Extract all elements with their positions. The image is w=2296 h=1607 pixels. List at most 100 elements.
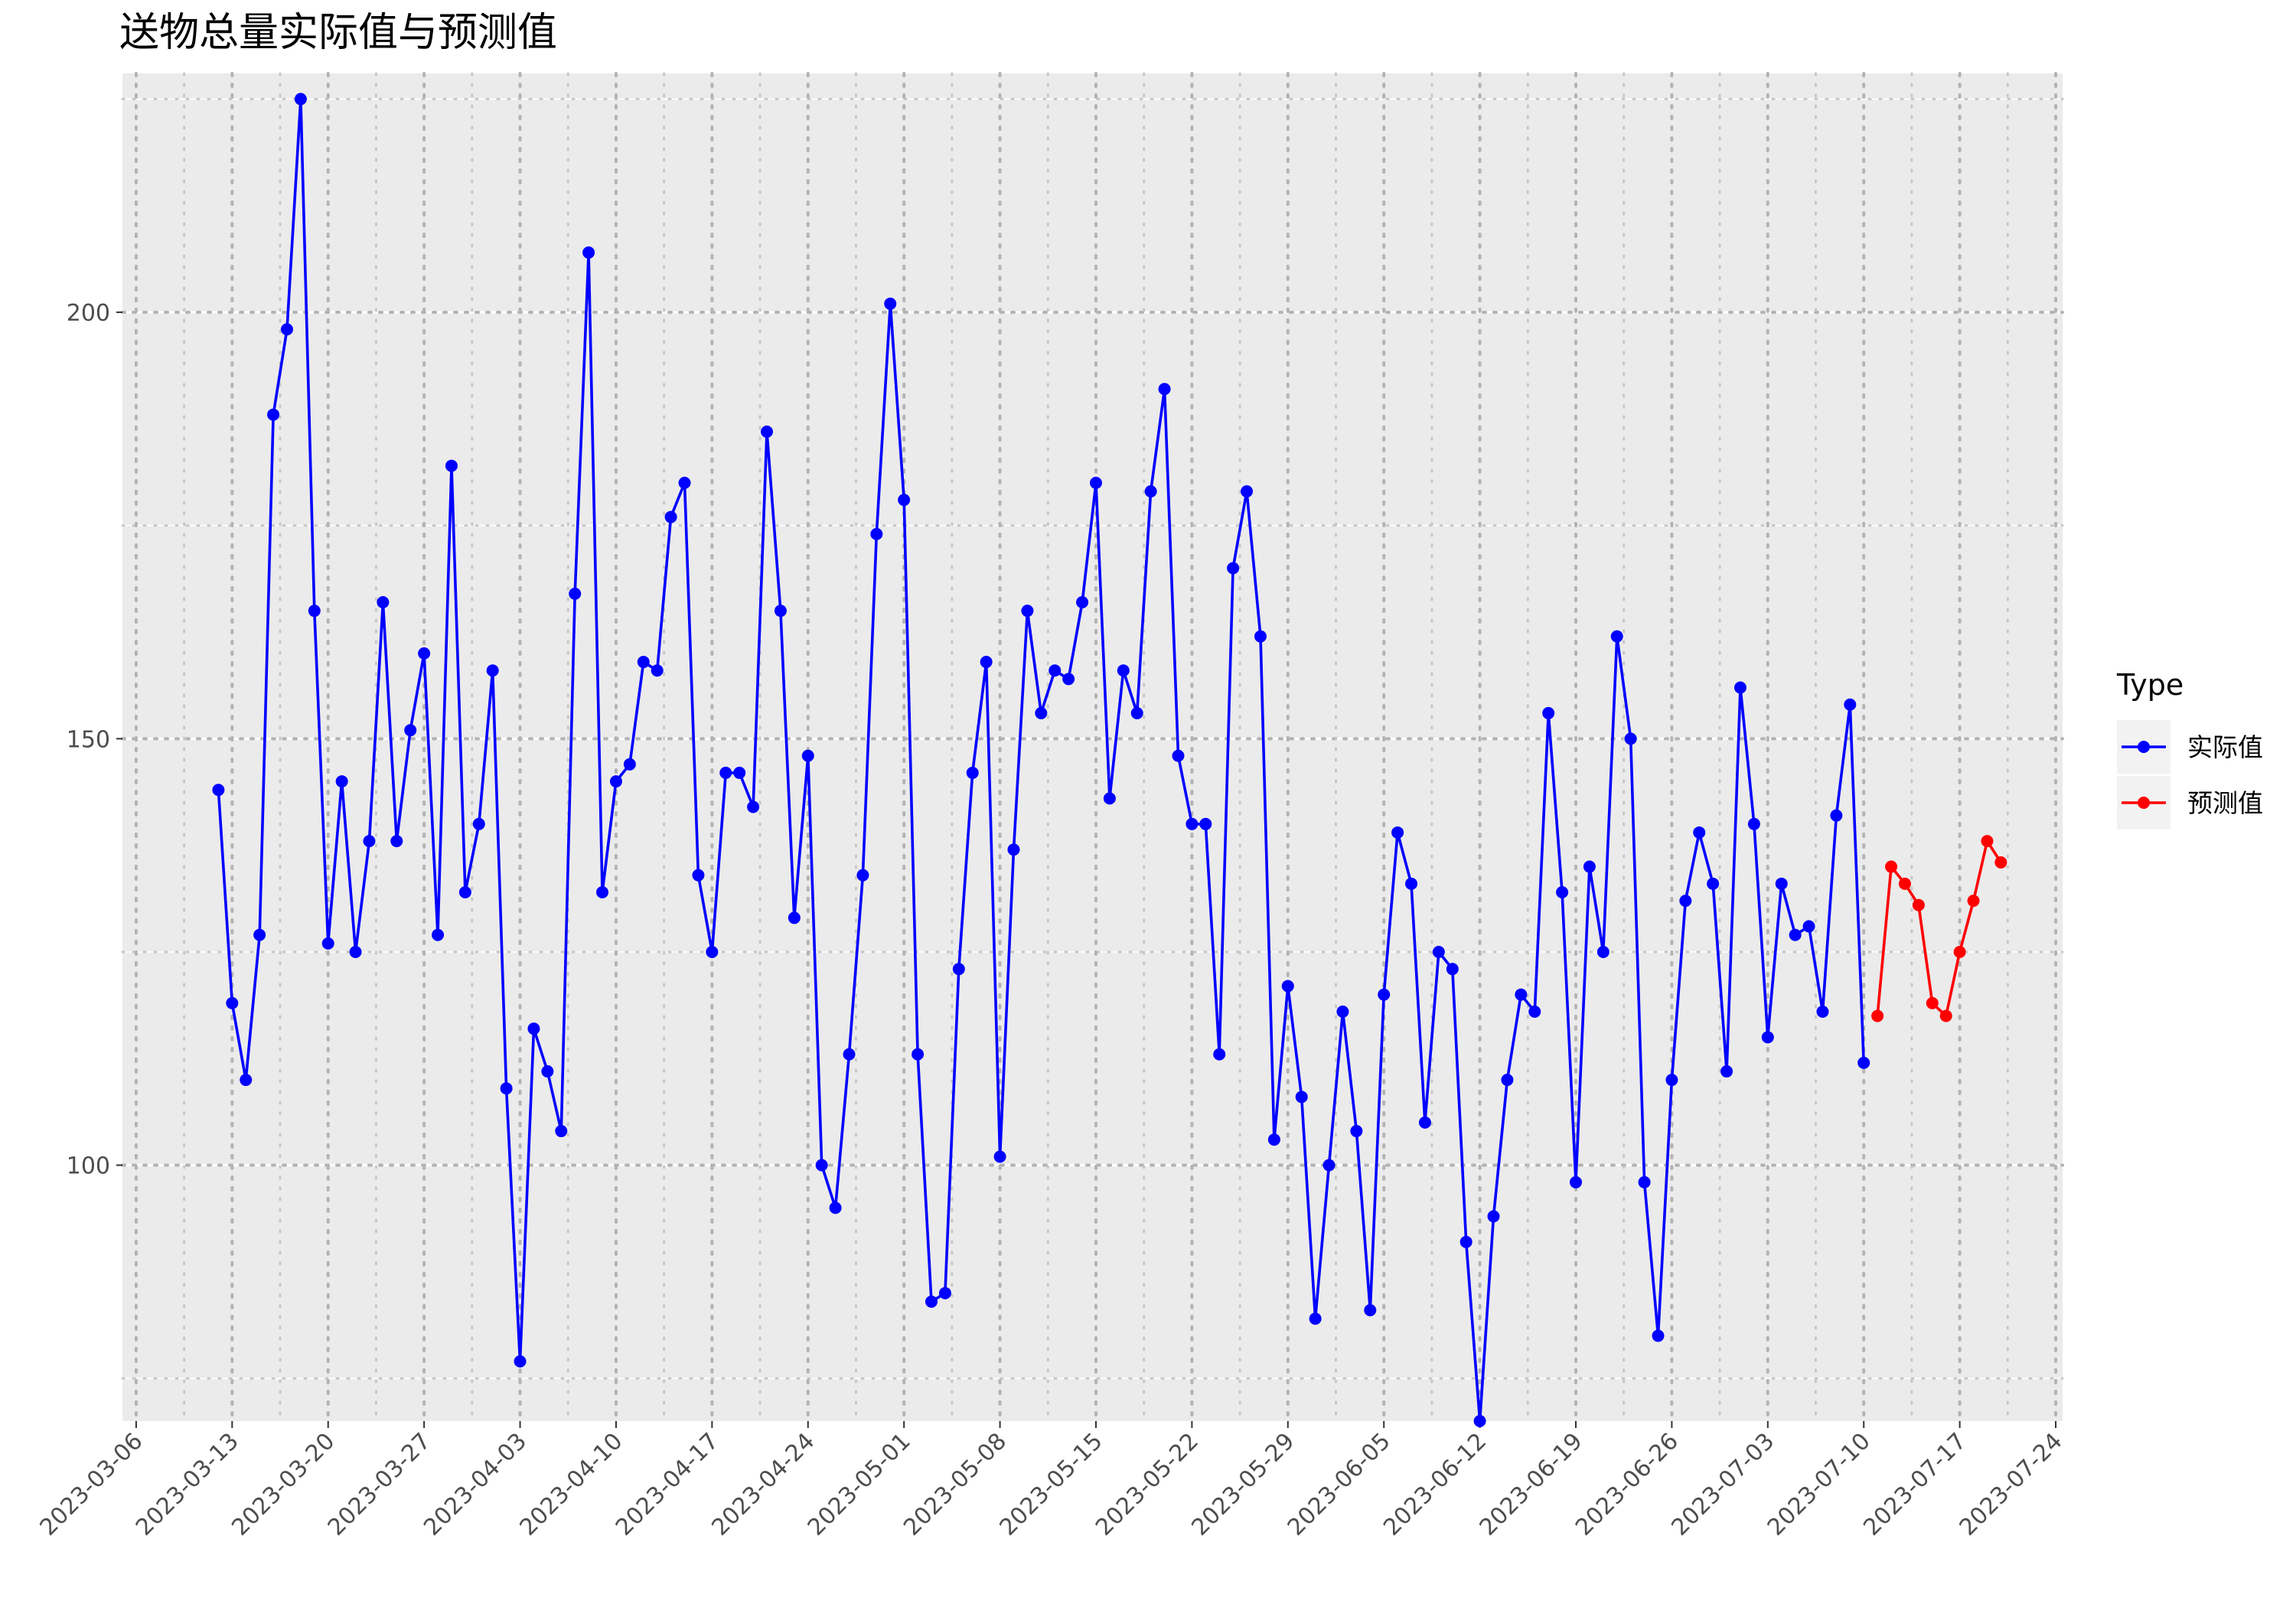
data-point [363,835,376,848]
data-point [1816,1006,1829,1019]
data-point [623,758,636,771]
data-point [1610,630,1623,643]
data-point [1021,605,1034,618]
data-point [1775,877,1788,890]
data-point [418,647,431,660]
data-point [445,459,458,472]
data-point [212,784,225,797]
data-point [678,476,691,489]
x-tick-label: 2023-03-13 [131,1428,244,1541]
data-point [1802,920,1815,933]
legend-key-point [2138,797,2150,809]
x-tick-label: 2023-06-19 [1475,1428,1588,1541]
data-point [1487,1210,1500,1223]
data-point [1432,945,1445,958]
data-point [432,928,445,941]
series-1 [212,93,1870,1427]
grid [121,72,2064,1423]
data-point [1733,681,1746,694]
x-tick-label: 2023-05-08 [899,1428,1012,1541]
data-point [788,911,801,924]
data-point [637,656,650,669]
data-point [1007,843,1020,856]
data-point [1844,698,1857,711]
data-point [761,425,774,438]
data-point [1418,1116,1431,1129]
x-tick-label: 2023-05-15 [995,1428,1108,1541]
data-point [294,93,307,106]
data-point [1473,1415,1486,1427]
data-point [1405,877,1418,890]
data-point [472,817,485,830]
data-point [829,1201,842,1214]
data-point [1693,826,1706,839]
data-point [308,605,321,618]
data-point [938,1286,951,1299]
data-point [1336,1006,1349,1019]
data-point [1939,1009,1952,1022]
data-point [1583,860,1596,873]
data-point [541,1065,554,1078]
x-tick-label: 2023-03-27 [323,1428,436,1541]
data-point [226,996,239,1009]
data-point [1172,749,1185,762]
data-point [1158,383,1171,396]
data-point [1117,664,1130,677]
data-point [1885,860,1898,873]
plot-panel [122,73,2063,1421]
data-point [1707,877,1720,890]
data-point [1241,485,1254,498]
data-point [582,246,595,259]
chart-title: 送物总量实际值与预测值 [119,10,557,56]
data-point [1089,476,1102,489]
data-point [1322,1159,1336,1172]
data-point [1871,1009,1884,1022]
y-tick-label: 200 [67,300,110,327]
data-point [651,664,664,677]
data-point [1747,817,1760,830]
data-point [514,1354,527,1367]
data-point [993,1150,1006,1163]
x-tick-label: 2023-04-03 [419,1428,532,1541]
data-point [1857,1056,1870,1069]
data-point [1281,980,1294,993]
data-point [335,775,348,788]
x-tick-label: 2023-03-20 [227,1428,340,1541]
data-point [1227,562,1240,575]
x-tick-label: 2023-07-03 [1666,1428,1779,1541]
series-line [1876,839,2002,1018]
series-layer [212,93,2007,1427]
data-point [912,1048,925,1061]
x-tick-label: 2023-04-17 [611,1428,724,1541]
data-point [1981,835,1994,848]
data-point [1103,792,1116,805]
data-point [1130,706,1143,719]
data-point [1213,1048,1226,1061]
x-tick-label: 2023-06-12 [1378,1428,1492,1541]
data-point [267,408,280,421]
data-point [569,587,582,600]
legend-label: 预测值 [2187,788,2263,818]
data-point [404,724,417,737]
x-tick-label: 2023-03-06 [35,1428,148,1541]
data-point [1035,706,1048,719]
legend-title: Type [2116,668,2183,702]
data-point [609,775,622,788]
data-point [1062,673,1075,686]
data-point [664,510,677,523]
data-point [1596,945,1609,958]
data-point [1994,856,2007,869]
data-point [500,1082,513,1095]
data-point [719,766,732,779]
legend-key-point [2138,741,2150,753]
data-point [692,869,705,882]
data-point [1830,809,1843,822]
x-tick-label: 2023-06-26 [1570,1428,1684,1541]
x-tick-label: 2023-07-10 [1763,1428,1876,1541]
data-point [280,323,293,336]
x-tick-label: 2023-04-24 [706,1428,820,1541]
data-point [1542,706,1555,719]
data-point [527,1022,540,1035]
data-point [1350,1125,1363,1138]
